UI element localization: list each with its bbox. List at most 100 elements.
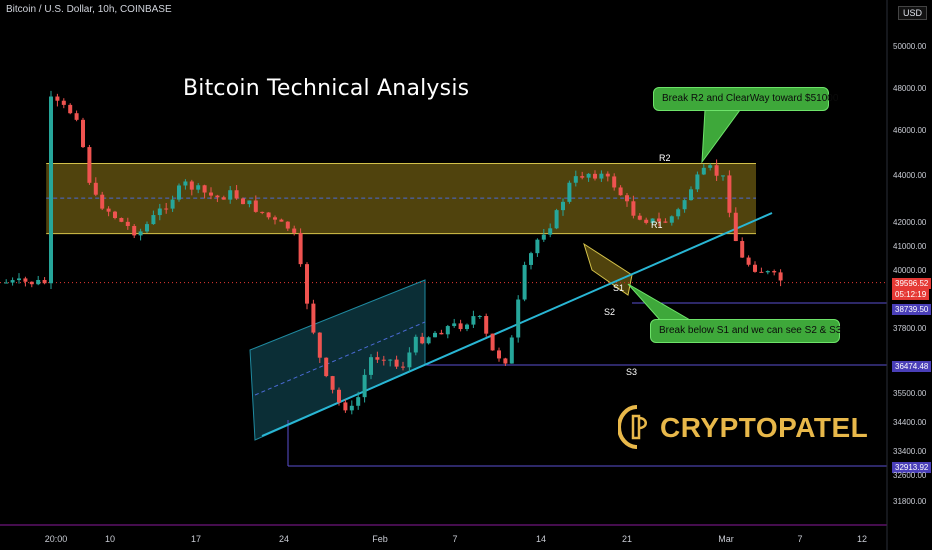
candle-78 <box>503 357 508 366</box>
candle-10 <box>68 103 73 115</box>
candle-17 <box>113 210 117 220</box>
candle-body <box>401 366 405 368</box>
candle-body <box>266 212 271 218</box>
candle-65 <box>420 332 425 345</box>
candle-21 <box>138 228 143 241</box>
candle-3 <box>23 276 28 287</box>
candle-19 <box>125 217 130 230</box>
candle-24 <box>157 203 162 221</box>
candle-body <box>4 282 9 284</box>
candle-30 <box>196 183 201 194</box>
candle-body <box>273 217 277 220</box>
candle-54 <box>349 400 354 415</box>
candle-body <box>637 215 642 220</box>
candle-body <box>612 176 617 188</box>
candle-body <box>599 173 604 179</box>
candle-body <box>439 332 444 335</box>
x-tick-label: Mar <box>718 534 734 544</box>
candle-22 <box>145 221 149 233</box>
candle-body <box>317 332 322 358</box>
candle-body <box>708 165 713 168</box>
candle-109 <box>701 164 706 176</box>
candle-38 <box>247 200 252 208</box>
candle-body <box>260 211 265 213</box>
candle-64 <box>413 334 418 356</box>
y-tick-label: 31800.00 <box>893 497 927 506</box>
candle-23 <box>151 210 156 225</box>
x-tick-label: Feb <box>372 534 388 544</box>
candle-body <box>119 218 124 222</box>
currency-button[interactable]: USD <box>898 6 928 20</box>
candle-body <box>61 100 66 105</box>
level-label-s2: S2 <box>604 307 616 317</box>
candle-66 <box>426 336 431 345</box>
candle-75 <box>484 313 489 337</box>
candle-body <box>733 212 738 242</box>
y-tick-label: 32600.00 <box>893 471 927 480</box>
candle-body <box>490 333 495 351</box>
candle-111 <box>714 159 719 181</box>
candle-body <box>605 173 610 177</box>
candle-body <box>81 119 85 148</box>
level-label-r1: R1 <box>651 220 663 230</box>
candle-body <box>324 357 329 377</box>
candle-120 <box>772 269 777 276</box>
candle-27 <box>177 183 181 202</box>
candle-48 <box>311 299 316 335</box>
candle-body <box>189 181 194 190</box>
y-tick-label: 50000.00 <box>893 42 927 51</box>
candle-body <box>106 208 111 212</box>
candle-body <box>644 219 649 223</box>
candle-1 <box>10 277 15 286</box>
candle-body <box>311 303 316 333</box>
candle-body <box>177 185 181 200</box>
candle-116 <box>746 255 751 267</box>
candle-87 <box>561 198 565 216</box>
candle-body <box>484 316 489 334</box>
countdown-badge: 05:12:19 <box>892 289 930 300</box>
candle-0 <box>4 279 9 284</box>
level-label-r2: R2 <box>659 153 671 163</box>
callout-break-s1: Break below S1 and we can see S2 & S3 <box>650 319 841 343</box>
candle-body <box>426 337 431 344</box>
candle-110 <box>708 163 713 171</box>
candle-body <box>458 323 463 330</box>
x-tick-label: 17 <box>190 534 202 544</box>
candle-body <box>554 210 559 229</box>
candle-body <box>253 200 258 212</box>
candle-55 <box>356 391 361 410</box>
x-tick-label: 21 <box>621 534 633 544</box>
candle-body <box>164 208 169 210</box>
candle-body <box>29 281 34 285</box>
candle-88 <box>567 180 572 204</box>
candle-body <box>407 352 412 368</box>
candle-5 <box>36 275 41 286</box>
y-tick-label: 41000.00 <box>893 242 927 251</box>
candle-84 <box>541 228 546 242</box>
candle-body <box>522 264 527 300</box>
candle-body <box>772 271 777 273</box>
low-price-badge: 32913.92 <box>892 462 932 473</box>
x-tick-label: 20:00 <box>44 534 68 544</box>
candle-body <box>209 192 213 196</box>
candle-body <box>183 181 188 186</box>
candle-43 <box>279 218 284 222</box>
candle-119 <box>765 270 770 275</box>
candle-body <box>465 324 469 330</box>
y-tick-label: 42000.00 <box>893 218 927 227</box>
candle-body <box>215 195 220 198</box>
candle-102 <box>657 212 661 227</box>
y-tick-label: 33400.00 <box>893 447 927 456</box>
candle-49 <box>317 332 322 363</box>
candle-70 <box>452 318 457 328</box>
candle-body <box>170 199 175 209</box>
candle-63 <box>407 347 412 372</box>
candle-40 <box>260 211 265 215</box>
candle-34 <box>221 195 226 200</box>
candle-68 <box>439 329 444 335</box>
level-label-s3: S3 <box>626 367 638 377</box>
candle-8 <box>55 93 60 107</box>
candle-body <box>714 165 719 176</box>
candle-body <box>695 174 700 190</box>
candle-62 <box>401 361 405 371</box>
